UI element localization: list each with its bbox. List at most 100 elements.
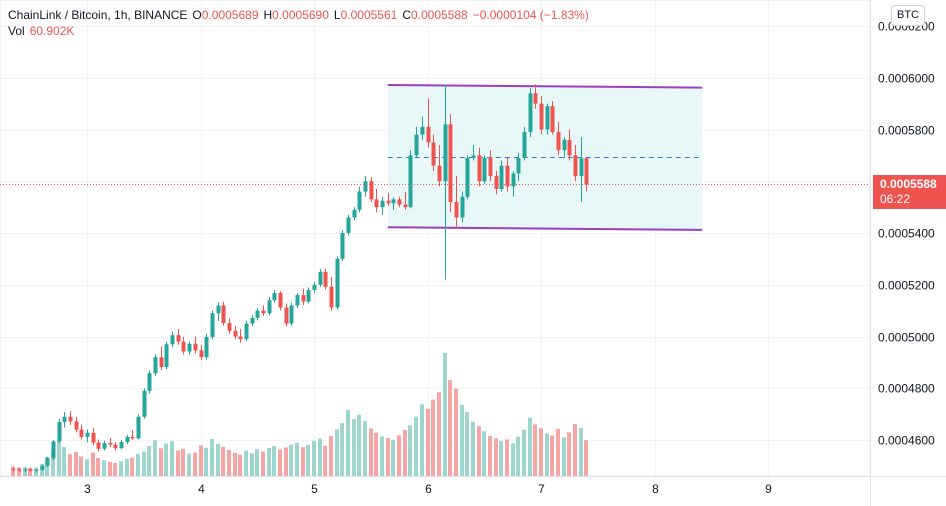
volume-bar <box>79 456 83 476</box>
volume-bar <box>176 450 180 476</box>
candle-body <box>17 469 22 471</box>
candle-body <box>443 124 448 182</box>
volume-bar <box>477 426 481 476</box>
candle-body <box>437 165 442 182</box>
volume-bar <box>482 431 486 476</box>
volume-bar <box>216 443 220 476</box>
candle-body <box>68 416 73 422</box>
volume-bar <box>414 416 418 476</box>
chart-legend: ChainLink / Bitcoin, 1h, BINANCE O 0.0005… <box>8 7 589 39</box>
volume-bar <box>227 450 231 476</box>
low-value: 0.0005561 <box>340 8 398 22</box>
price-tick-label: 0.0006000 <box>878 72 935 86</box>
candle-body <box>284 307 289 324</box>
candle-body <box>159 357 164 368</box>
volume-bar <box>465 411 469 476</box>
candle-body <box>164 344 169 368</box>
last-price-badge: 0.0005588 06:22 <box>873 175 946 209</box>
candle-body <box>244 323 249 340</box>
close-value: 0.0005588 <box>411 8 468 22</box>
volume-bar <box>403 429 407 476</box>
volume-bar <box>494 438 498 476</box>
time-tick-label: 6 <box>425 482 432 496</box>
candle-body <box>346 217 351 233</box>
candle-body <box>23 469 28 471</box>
volume-bar <box>579 427 583 476</box>
candle-body <box>539 103 544 130</box>
volume-bar <box>380 436 384 476</box>
volume-bar <box>573 424 577 476</box>
volume-bar <box>533 424 537 476</box>
volume-bar <box>199 445 203 476</box>
volume-bar <box>426 408 430 476</box>
candle-body <box>51 441 56 459</box>
volume-bar <box>556 429 560 476</box>
bar-countdown: 06:22 <box>880 192 911 206</box>
time-tick-label: 4 <box>198 482 205 496</box>
candle-body <box>91 432 96 443</box>
volume-bar <box>386 437 390 476</box>
candle-body <box>113 444 118 449</box>
candle-body <box>369 181 374 200</box>
volume-bar <box>221 446 225 476</box>
symbol-title[interactable]: ChainLink / Bitcoin, 1h, BINANCE <box>8 8 188 22</box>
volume-bar <box>516 436 520 476</box>
volume-bar <box>193 452 197 476</box>
channel-upper-line[interactable] <box>387 83 703 89</box>
volume-bar <box>340 423 344 476</box>
candle-body <box>522 132 527 158</box>
candle-body <box>193 343 198 351</box>
candle-body <box>420 126 425 135</box>
volume-bar <box>91 452 95 476</box>
candle-body <box>272 293 277 301</box>
candle-body <box>357 191 362 210</box>
candle-body <box>108 443 113 445</box>
candle-body <box>142 390 147 417</box>
candle-body <box>494 176 499 190</box>
volume-bar <box>74 452 78 476</box>
candle-body <box>386 200 391 204</box>
volume-bar <box>312 440 316 476</box>
channel-lower-line[interactable] <box>387 226 703 231</box>
candle-body <box>181 341 186 352</box>
candle-body <box>505 165 510 187</box>
volume-bar <box>352 419 356 476</box>
high-label: H <box>263 8 273 22</box>
volume-bar <box>57 439 61 476</box>
candle-body <box>295 295 300 306</box>
candle-body <box>323 271 328 287</box>
candle-body <box>431 142 436 166</box>
volume-bar <box>346 409 350 476</box>
candle-body <box>465 157 470 197</box>
currency-button[interactable]: BTC <box>891 5 925 26</box>
price-tick-label: 0.0004800 <box>878 382 935 396</box>
candle-body <box>85 432 90 437</box>
volume-bar <box>471 421 475 476</box>
candle-body <box>267 300 272 314</box>
candle-body <box>397 199 402 205</box>
high-value: 0.0005690 <box>272 8 329 22</box>
volume-bar <box>567 432 571 476</box>
price-tick-label: 0.0005200 <box>878 279 935 293</box>
volume-bar <box>278 449 282 476</box>
candle-body <box>57 421 62 442</box>
candle-body <box>130 436 135 439</box>
volume-bar <box>51 449 55 476</box>
candle-body <box>79 429 84 437</box>
volume-bar <box>289 444 293 476</box>
volume-bar <box>499 440 503 476</box>
candle-body <box>562 139 567 151</box>
open-value: 0.0005689 <box>201 8 259 22</box>
volume-bar <box>272 446 276 476</box>
candle-body <box>125 436 130 443</box>
time-tick-label: 7 <box>538 482 545 496</box>
candle-body <box>11 468 16 470</box>
time-axis: 3 4 5 6 7 8 9 <box>84 482 772 496</box>
volume-bar <box>329 435 333 476</box>
candle-body <box>374 199 379 208</box>
volume-bar <box>374 432 378 476</box>
volume-bar <box>267 447 271 476</box>
candle-body <box>227 323 232 331</box>
candle-body <box>119 442 124 449</box>
